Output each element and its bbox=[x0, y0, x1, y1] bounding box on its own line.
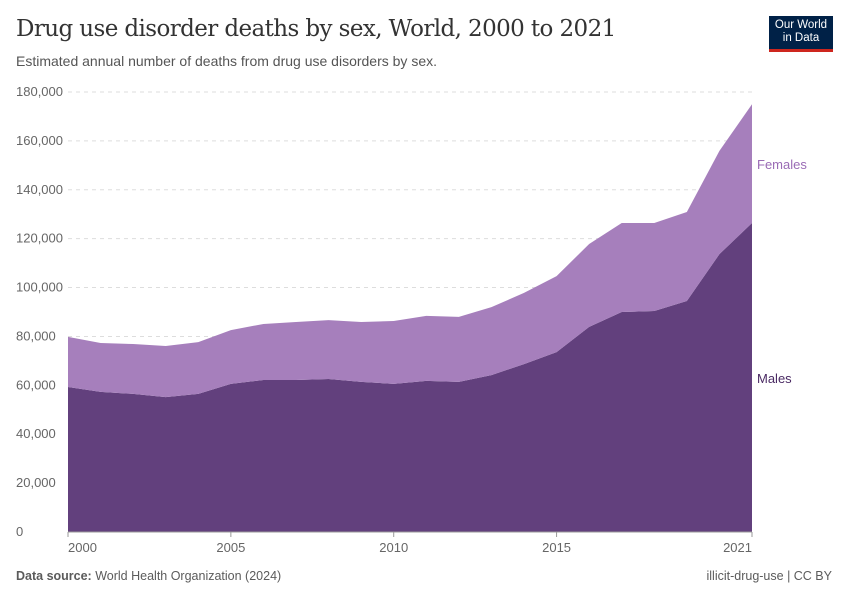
logo-text: in Data bbox=[782, 32, 820, 44]
footer-license[interactable]: illicit-drug-use | CC BY bbox=[706, 569, 832, 583]
x-tick-label: 2005 bbox=[216, 540, 245, 555]
x-tick-label: 2000 bbox=[68, 540, 97, 555]
series-label-females: Females bbox=[757, 157, 807, 172]
area-males[interactable] bbox=[68, 223, 752, 532]
y-tick-label: 20,000 bbox=[16, 475, 56, 490]
y-tick-label: 180,000 bbox=[16, 84, 63, 99]
y-tick-label: 140,000 bbox=[16, 182, 63, 197]
chart-title: Drug use disorder deaths by sex, World, … bbox=[16, 16, 616, 42]
series-label-males: Males bbox=[757, 371, 792, 386]
y-tick-label: 120,000 bbox=[16, 231, 63, 246]
y-tick-label: 160,000 bbox=[16, 133, 63, 148]
owid-logo[interactable]: Our World in Data bbox=[769, 16, 833, 52]
y-tick-label: 40,000 bbox=[16, 426, 56, 441]
y-tick-label: 80,000 bbox=[16, 328, 56, 343]
x-tick-label: 2015 bbox=[542, 540, 571, 555]
y-tick-label: 100,000 bbox=[16, 280, 63, 295]
chart-subtitle: Estimated annual number of deaths from d… bbox=[16, 53, 437, 69]
logo-text: Our World bbox=[774, 19, 828, 31]
area-females[interactable] bbox=[68, 104, 752, 398]
source-label: Data source: bbox=[16, 569, 92, 583]
y-tick-label: 60,000 bbox=[16, 377, 56, 392]
x-tick-label: 2010 bbox=[379, 540, 408, 555]
x-tick-label: 2021 bbox=[723, 540, 752, 555]
data-source: Data source: World Health Organization (… bbox=[16, 569, 281, 583]
y-tick-label: 0 bbox=[16, 524, 23, 539]
source-text[interactable]: World Health Organization (2024) bbox=[95, 569, 282, 583]
